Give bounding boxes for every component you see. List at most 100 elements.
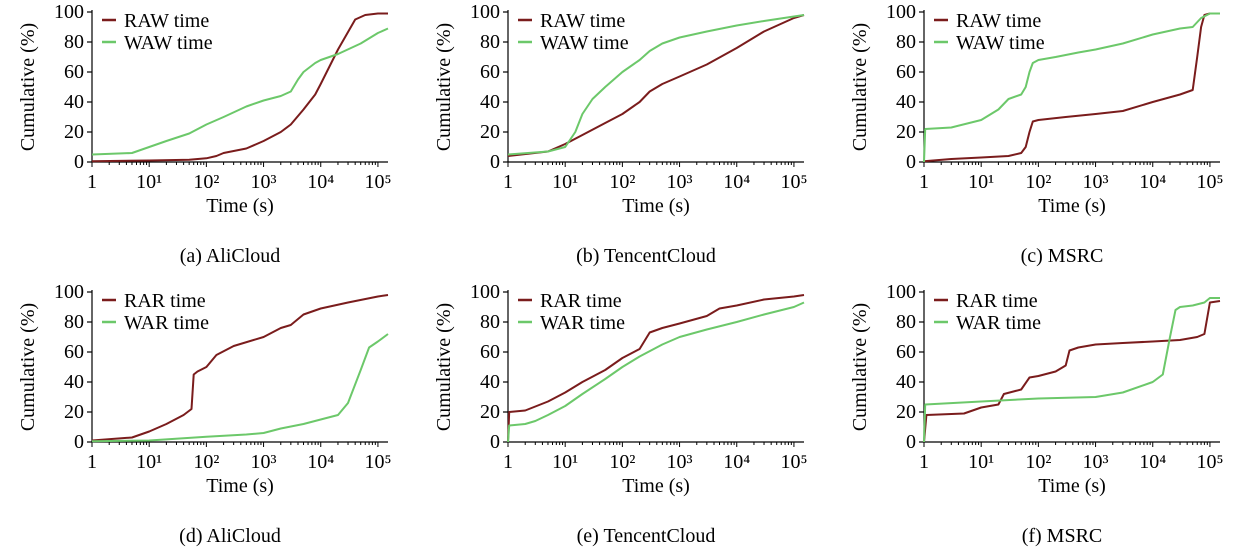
- y-tick-label: 100: [54, 281, 84, 303]
- chart-panel: 0 20 40 60 80 100 1 10¹ 10² 10³ 10⁴ 10⁵ Time (s) Cumu…: [17, 1, 391, 267]
- y-tick-label: 80: [64, 31, 84, 53]
- x-tick-label: 10¹: [136, 451, 162, 473]
- chart-panel: 0 20 40 60 80 100 1 10¹ 10² 10³ 10⁴ 10⁵ Time (s) Cumu…: [17, 281, 391, 547]
- x-tick-label: 10³: [251, 171, 277, 193]
- series-line: [507, 14, 805, 157]
- y-tick-label: 100: [470, 1, 500, 23]
- x-tick-label: 1: [87, 451, 97, 473]
- y-tick-label: 40: [896, 91, 916, 113]
- chart-caption: (d) AliCloud: [179, 525, 281, 547]
- legend-label: RAR time: [956, 290, 1038, 312]
- legend-label: WAR time: [540, 312, 625, 334]
- chart-panel: 0 20 40 60 80 100 1 10¹ 10² 10³ 10⁴ 10⁵ Time (s) Cumu…: [433, 281, 807, 547]
- y-tick-label: 80: [64, 311, 84, 333]
- chart-panel: 0 20 40 60 80 100 1 10¹ 10² 10³ 10⁴ 10⁵ Time (s) Cumu…: [433, 1, 807, 267]
- series-line: [923, 12, 1220, 163]
- y-tick-label: 20: [480, 401, 500, 423]
- y-tick-label: 0: [490, 431, 500, 453]
- y-tick-label: 40: [64, 91, 84, 113]
- legend-label: WAR time: [956, 312, 1041, 334]
- x-tick-label: 10⁴: [1139, 171, 1166, 193]
- x-tick-label: 10³: [1083, 171, 1109, 193]
- y-axis-label: Cumulative (%): [433, 303, 455, 431]
- x-axis-label: Time (s): [622, 195, 690, 217]
- chart-caption: (a) AliCloud: [180, 245, 281, 267]
- y-tick-label: 80: [896, 311, 916, 333]
- y-tick-label: 60: [480, 341, 500, 363]
- y-axis-label: Cumulative (%): [17, 303, 39, 431]
- y-tick-label: 20: [480, 121, 500, 143]
- chart-panel: 0 20 40 60 80 100 1 10¹ 10² 10³ 10⁴ 10⁵ Time (s) Cumu…: [849, 1, 1223, 267]
- x-tick-label: 10⁵: [364, 451, 391, 473]
- x-tick-label: 10³: [1083, 451, 1109, 473]
- y-tick-label: 20: [896, 401, 916, 423]
- series-line: [507, 301, 805, 443]
- x-tick-label: 10³: [667, 451, 693, 473]
- x-tick-label: 10⁴: [723, 451, 750, 473]
- y-tick-label: 40: [896, 371, 916, 393]
- series-line: [91, 27, 389, 156]
- y-tick-label: 100: [54, 1, 84, 23]
- y-tick-label: 60: [64, 341, 84, 363]
- y-axis-label: Cumulative (%): [433, 23, 455, 151]
- y-tick-label: 80: [480, 311, 500, 333]
- y-tick-label: 80: [480, 31, 500, 53]
- x-tick-label: 10²: [193, 171, 219, 193]
- x-tick-label: 10⁴: [723, 171, 750, 193]
- series-line: [507, 14, 805, 156]
- x-tick-label: 10⁵: [364, 171, 391, 193]
- x-axis-label: Time (s): [1038, 475, 1106, 497]
- y-tick-label: 40: [480, 371, 500, 393]
- series-line: [507, 294, 805, 443]
- x-tick-label: 1: [919, 171, 929, 193]
- y-axis-label: Cumulative (%): [849, 303, 871, 431]
- y-tick-label: 40: [480, 91, 500, 113]
- legend-label: WAR time: [124, 312, 209, 334]
- x-tick-label: 1: [503, 451, 513, 473]
- y-tick-label: 0: [74, 151, 84, 173]
- x-tick-label: 1: [87, 171, 97, 193]
- x-axis-label: Time (s): [622, 475, 690, 497]
- legend-label: RAR time: [540, 290, 622, 312]
- legend-label: WAW time: [124, 32, 213, 54]
- x-tick-label: 10⁵: [780, 171, 807, 193]
- y-tick-label: 100: [886, 1, 916, 23]
- x-tick-label: 10³: [667, 171, 693, 193]
- x-tick-label: 10⁵: [1196, 171, 1223, 193]
- y-tick-label: 0: [74, 431, 84, 453]
- legend-label: RAW time: [956, 10, 1041, 32]
- x-tick-label: 1: [919, 451, 929, 473]
- y-tick-label: 0: [490, 151, 500, 173]
- y-tick-label: 60: [896, 61, 916, 83]
- y-tick-label: 100: [470, 281, 500, 303]
- legend-label: WAW time: [540, 32, 629, 54]
- x-tick-label: 10²: [193, 451, 219, 473]
- x-tick-label: 10⁵: [780, 451, 807, 473]
- x-tick-label: 10⁴: [307, 171, 334, 193]
- x-tick-label: 10¹: [136, 171, 162, 193]
- y-tick-label: 20: [64, 401, 84, 423]
- series-line: [923, 12, 1220, 163]
- y-tick-label: 60: [896, 341, 916, 363]
- series-line: [923, 297, 1220, 443]
- chart-caption: (f) MSRC: [1022, 525, 1103, 547]
- series-line: [923, 300, 1221, 443]
- x-tick-label: 1: [503, 171, 513, 193]
- x-tick-label: 10⁴: [307, 451, 334, 473]
- x-axis-label: Time (s): [1038, 195, 1106, 217]
- y-tick-label: 60: [64, 61, 84, 83]
- chart-caption: (c) MSRC: [1021, 245, 1104, 267]
- x-tick-label: 10¹: [552, 451, 578, 473]
- x-tick-label: 10²: [1025, 171, 1051, 193]
- legend-label: RAW time: [124, 10, 209, 32]
- x-axis-label: Time (s): [206, 195, 274, 217]
- chart-caption: (b) TencentCloud: [576, 245, 716, 267]
- legend-label: WAW time: [956, 32, 1045, 54]
- y-tick-label: 100: [886, 281, 916, 303]
- x-tick-label: 10²: [609, 171, 635, 193]
- y-tick-label: 80: [896, 31, 916, 53]
- y-tick-label: 0: [906, 431, 916, 453]
- y-tick-label: 20: [64, 121, 84, 143]
- y-axis-label: Cumulative (%): [849, 23, 871, 151]
